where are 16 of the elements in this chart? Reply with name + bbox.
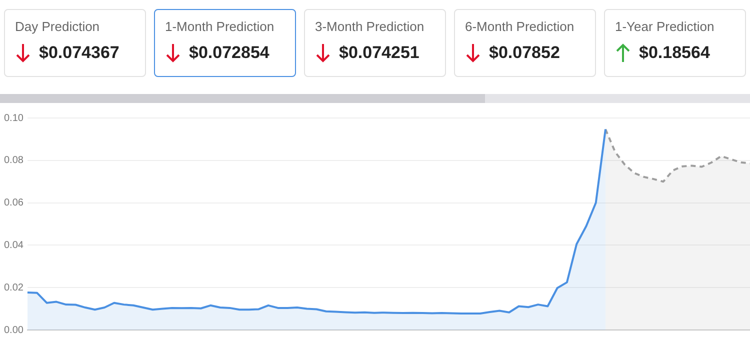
text: 3-Month Prediction xyxy=(315,19,426,34)
text: 6-Month Prediction xyxy=(465,19,576,34)
y-tick-label: 0.06 xyxy=(4,198,24,209)
text: $0.072854 xyxy=(189,43,270,63)
text: 1-Year Prediction xyxy=(615,19,716,34)
text: Day Prediction xyxy=(15,19,101,34)
text: $0.074367 xyxy=(39,43,120,63)
text: $0.07852 xyxy=(489,43,560,63)
y-tick-label: 0.04 xyxy=(4,240,24,251)
text: $0.18564 xyxy=(639,43,710,63)
y-tick-label: 0.08 xyxy=(4,155,24,166)
text: 1-Month Prediction xyxy=(165,19,276,34)
y-tick-label: 0.02 xyxy=(4,282,24,294)
y-tick-label: 0.10 xyxy=(4,112,24,124)
y-tick-label: 0.00 xyxy=(4,324,24,336)
text: $0.074251 xyxy=(339,43,420,63)
